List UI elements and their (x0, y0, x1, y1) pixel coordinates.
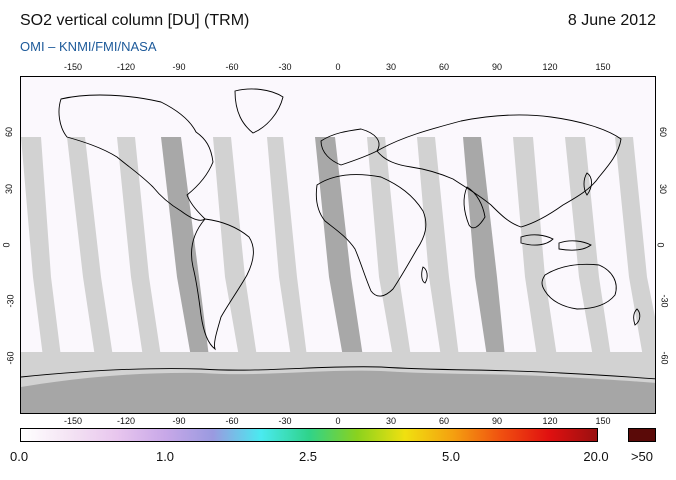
left-lat-tick: 30 (4, 183, 15, 194)
top-lon-tick: 150 (595, 62, 611, 72)
colorbar-label: 1.0 (155, 449, 175, 464)
top-lon-tick: -60 (225, 62, 239, 72)
colorbar-label: 2.5 (298, 449, 318, 464)
map-canvas (21, 77, 655, 413)
colorbar-segment (510, 429, 555, 441)
colorbar-segment (199, 429, 244, 441)
top-lon-tick: 0 (335, 62, 341, 72)
right-lat-tick: -60 (659, 351, 670, 365)
top-lon-tick: 120 (542, 62, 558, 72)
bottom-lon-tick: 150 (595, 416, 611, 426)
top-lon-tick: 30 (385, 62, 397, 72)
right-lat-tick: 30 (658, 183, 669, 194)
right-latitude-ticks: 60 30 0 -30 -60 (655, 76, 672, 414)
bottom-lon-tick: -150 (63, 416, 83, 426)
colorbar-segment (243, 429, 288, 441)
left-lat-tick: 60 (4, 127, 15, 138)
colorbar-segment (466, 429, 511, 441)
bottom-lon-tick: 0 (335, 416, 341, 426)
colorbar-segment (377, 429, 422, 441)
colorbar-overflow-label: >50 (630, 449, 654, 464)
top-lon-tick: -90 (172, 62, 186, 72)
bottom-lon-tick: -90 (172, 416, 186, 426)
bottom-lon-tick: 30 (385, 416, 397, 426)
colorbar-segment (332, 429, 377, 441)
right-lat-tick: 0 (655, 242, 666, 248)
right-lat-tick: 60 (658, 127, 669, 138)
colorbar-label: 5.0 (441, 449, 461, 464)
bottom-lon-tick: 90 (491, 416, 503, 426)
left-lat-tick: -30 (5, 294, 16, 308)
bottom-lon-tick: -120 (116, 416, 136, 426)
map-date: 8 June 2012 (567, 12, 656, 29)
so2-colorbar (20, 428, 598, 442)
so2-map (20, 76, 656, 414)
colorbar-segment (21, 429, 66, 441)
bottom-lon-tick: 60 (438, 416, 450, 426)
bottom-longitude-ticks: -150 -120 -90 -60 -30 0 30 60 90 120 150 (20, 416, 656, 428)
bottom-lon-tick: 120 (542, 416, 558, 426)
colorbar-label: 20.0 (583, 449, 609, 464)
colorbar-segment (154, 429, 199, 441)
colorbar-segment (110, 429, 155, 441)
right-lat-tick: -30 (659, 294, 670, 308)
bottom-lon-tick: -30 (278, 416, 292, 426)
bottom-lon-tick: -60 (225, 416, 239, 426)
colorbar-segment (421, 429, 466, 441)
colorbar-segment (288, 429, 333, 441)
top-lon-tick: -120 (116, 62, 136, 72)
colorbar-segment (65, 429, 110, 441)
colorbar-overflow-swatch (628, 428, 656, 442)
left-lat-tick: 0 (1, 242, 12, 248)
colorbar-label: 0.0 (10, 449, 29, 464)
left-lat-tick: -60 (5, 351, 16, 365)
map-title: SO2 vertical column [DU] (TRM) (20, 12, 250, 29)
data-credit: OMI – KNMI/FMI/NASA (20, 39, 157, 54)
coastlines (21, 88, 655, 380)
top-lon-tick: 90 (491, 62, 503, 72)
top-lon-tick: 60 (438, 62, 450, 72)
left-latitude-ticks: 60 30 0 -30 -60 (1, 76, 18, 414)
top-lon-tick: -150 (63, 62, 83, 72)
colorbar-segment (555, 429, 597, 441)
top-lon-tick: -30 (278, 62, 292, 72)
top-longitude-ticks: -150 -120 -90 -60 -30 0 30 60 90 120 150 (20, 62, 656, 74)
